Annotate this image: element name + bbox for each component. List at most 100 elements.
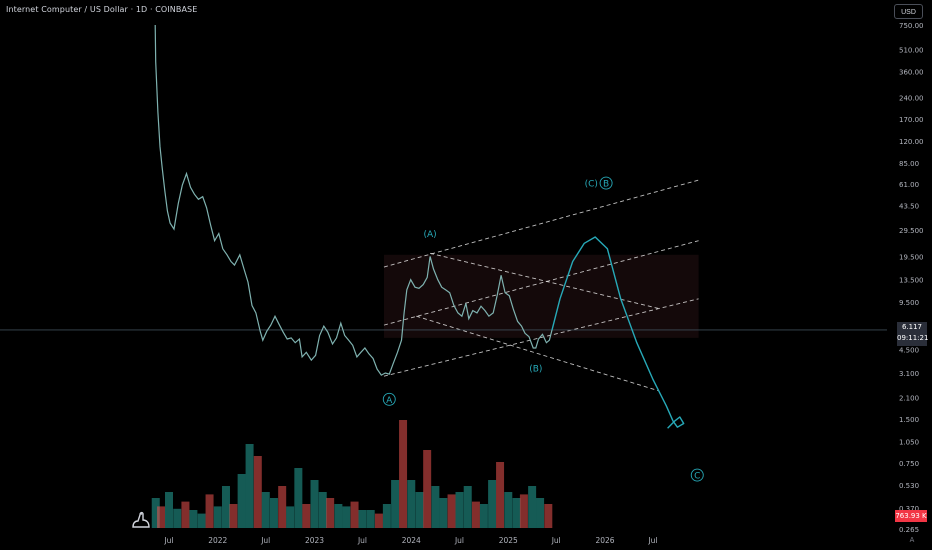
volume-bar: [431, 486, 440, 528]
y-tick-label: 120.00: [899, 138, 924, 146]
volume-bar: [310, 480, 319, 528]
projection-path[interactable]: [551, 236, 685, 429]
y-tick-label: 510.00: [899, 46, 924, 54]
y-tick-label: 13.500: [899, 277, 924, 285]
y-tick-label: 43.50: [899, 203, 919, 211]
y-tick-label: 9.500: [899, 299, 919, 307]
current-price-value: 6.117: [901, 323, 923, 331]
y-tick-label: 0.370: [899, 505, 919, 513]
auto-scale-button[interactable]: A: [909, 537, 915, 544]
volume-bar: [294, 468, 303, 528]
y-tick-label: 4.500: [899, 346, 919, 354]
y-tick-label: 750.00: [899, 22, 924, 30]
wave-label: (B): [529, 365, 542, 375]
channel-line[interactable]: [383, 240, 699, 326]
volume-bar: [366, 510, 375, 528]
tradingview-logo-icon[interactable]: [131, 511, 153, 529]
volume-bar: [504, 492, 513, 528]
volume-bar: [245, 444, 254, 528]
volume-bar: [286, 506, 295, 528]
x-tick-label: 2026: [595, 536, 614, 545]
volume-bar: [358, 510, 367, 528]
volume-bar: [544, 504, 553, 528]
price-line: [154, 24, 553, 376]
y-tick-label: 0.530: [899, 482, 919, 490]
volume-bar: [221, 486, 230, 528]
volume-bar: [229, 504, 238, 528]
volume-bar: [463, 486, 472, 528]
wave-label-circle: [690, 468, 704, 482]
x-tick-label: Jul: [357, 536, 367, 545]
current-price-label: 6.117 09:11:21: [897, 322, 929, 346]
volume-bar: [237, 474, 246, 528]
y-tick-label: 19.500: [899, 253, 924, 261]
volume-bar: [261, 492, 270, 528]
volume-bar: [173, 508, 182, 528]
volume-bars: [151, 420, 553, 528]
volume-bar: [278, 486, 287, 528]
volume-bar: [382, 504, 391, 528]
y-tick-label: 61.00: [899, 181, 919, 189]
y-tick-label: 0.265: [899, 526, 919, 534]
currency-button[interactable]: USD: [894, 4, 923, 19]
channel-lines[interactable]: [383, 179, 699, 392]
y-tick-label: 85.00: [899, 160, 919, 168]
y-axis[interactable]: 750.00 510.00 360.00 240.00 170.00 120.00 85.0…: [899, 22, 924, 534]
x-tick-label: Jul: [647, 536, 657, 545]
channel-fill-layer: [383, 254, 699, 338]
chart-title: Internet Computer / US Dollar · 1D · COI…: [6, 5, 198, 14]
channel-line[interactable]: [383, 298, 699, 377]
channel-line[interactable]: [416, 315, 659, 392]
volume-bar: [374, 513, 383, 528]
volume-bar: [253, 456, 262, 528]
volume-bar: [399, 420, 408, 528]
wave-label: (C): [585, 180, 598, 190]
volume-bar: [488, 480, 497, 528]
volume-bar: [205, 494, 214, 528]
wave-label-circle: [382, 392, 396, 406]
volume-bar: [151, 498, 160, 528]
channel-fill-box: [383, 254, 699, 338]
volume-bar: [391, 480, 400, 528]
volume-bar: [519, 494, 528, 528]
volume-bar: [181, 501, 190, 528]
volume-bar: [528, 486, 537, 528]
x-tick-label: Jul: [260, 536, 270, 545]
projection-curve[interactable]: [551, 236, 685, 429]
volume-bar: [536, 498, 545, 528]
volume-bar: [302, 504, 311, 528]
x-axis[interactable]: Jul 2022 Jul 2023 Jul 2024 Jul 2025 Jul 2026 Jul: [163, 536, 657, 545]
y-tick-label: 1.050: [899, 439, 919, 447]
volume-value-label: 763.93 K: [895, 510, 927, 522]
volume-bar: [455, 492, 464, 528]
wave-label: A: [386, 396, 393, 406]
channel-line[interactable]: [383, 179, 699, 268]
volume-bar: [197, 513, 206, 528]
volume-bar: [471, 501, 480, 528]
wave-label: (A): [423, 230, 436, 240]
y-tick-label: 0.750: [899, 460, 919, 468]
price-series: [0, 24, 887, 376]
volume-bar: [326, 498, 335, 528]
volume-bar: [318, 492, 327, 528]
volume-bar: [157, 506, 166, 528]
y-tick-label: 2.100: [899, 395, 919, 403]
volume-bar: [213, 506, 222, 528]
volume-bar: [479, 504, 488, 528]
x-tick-label: 2025: [499, 536, 518, 545]
volume-bar: [447, 494, 456, 528]
volume-bar: [269, 498, 278, 528]
x-tick-label: 2022: [208, 536, 227, 545]
volume-bar: [496, 462, 505, 528]
wave-annotations[interactable]: A (A) (B) (C) B C: [382, 176, 704, 482]
x-tick-label: Jul: [163, 536, 173, 545]
x-tick-label: Jul: [551, 536, 561, 545]
volume-bar: [415, 492, 424, 528]
y-tick-label: 360.00: [899, 69, 924, 77]
y-tick-label: 1.500: [899, 416, 919, 424]
volume-bar: [334, 504, 343, 528]
volume-bar: [189, 510, 198, 528]
bar-countdown: 09:11:21: [897, 334, 929, 342]
wave-label: B: [603, 180, 609, 190]
